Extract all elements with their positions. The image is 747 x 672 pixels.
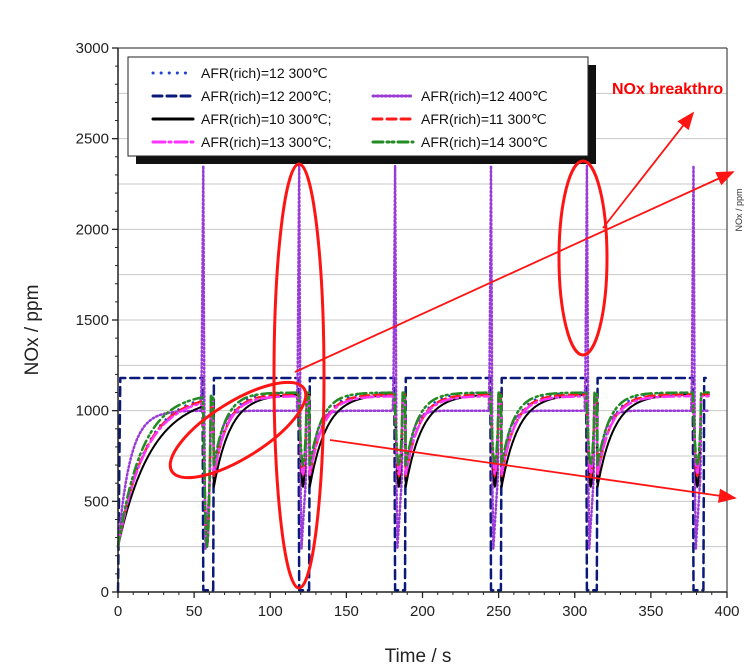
legend-label-0: AFR(rich)=12 300℃ xyxy=(201,65,328,81)
series-line-1 xyxy=(116,376,707,594)
annotation-arrow xyxy=(294,171,735,373)
highlight-ellipse xyxy=(168,380,308,480)
clipped-side-axis-label: NOx / ppm xyxy=(734,188,744,231)
legend-box xyxy=(127,56,589,157)
y-tick-label: 1000 xyxy=(76,403,109,420)
series-lines xyxy=(116,164,710,594)
legend-label-6: AFR(rich)=14 300℃ xyxy=(421,134,548,150)
highlight-ellipse xyxy=(272,162,326,590)
x-tick-label: 0 xyxy=(114,603,122,620)
legend-label-1: AFR(rich)=12 200℃; xyxy=(201,88,332,104)
legend-label-4: AFR(rich)=11 300℃ xyxy=(421,111,547,127)
x-tick-label: 150 xyxy=(334,603,359,620)
highlight-ellipse xyxy=(557,159,609,357)
y-tick-label: 2500 xyxy=(76,131,109,148)
x-tick-label: 200 xyxy=(410,603,435,620)
nox-breakthrough-annotation: NOx breakthro xyxy=(612,81,723,98)
x-tick-label: 250 xyxy=(486,603,511,620)
y-tick-label: 500 xyxy=(84,493,109,510)
legend: AFR(rich)=12 300℃ AFR(rich)=12 200℃; AFR(r… xyxy=(127,56,596,164)
x-tick-label: 300 xyxy=(562,603,587,620)
y-tick-label: 2000 xyxy=(76,221,109,238)
x-tick-label: 100 xyxy=(258,603,283,620)
legend-label-5: AFR(rich)=13 300℃; xyxy=(201,134,332,150)
series-line-3 xyxy=(117,393,710,548)
y-tick-label: 0 xyxy=(101,584,109,601)
y-tick-label: 3000 xyxy=(76,40,109,57)
legend-label-2: AFR(rich)=12 400℃ xyxy=(421,88,548,104)
y-axis-label: NOx / ppm xyxy=(22,285,43,376)
x-tick-label: 400 xyxy=(714,603,739,620)
legend-label-3: AFR(rich)=10 300℃; xyxy=(201,111,332,127)
x-axis-label: Time / s xyxy=(385,646,452,667)
x-tick-label: 50 xyxy=(186,603,203,620)
series-line-6 xyxy=(116,391,710,548)
series-line-5 xyxy=(116,394,710,548)
annotation-arrow xyxy=(602,111,695,229)
x-tick-label: 350 xyxy=(638,603,663,620)
annotations xyxy=(168,111,737,590)
annotation-arrow xyxy=(329,439,737,503)
y-tick-label: 1500 xyxy=(76,312,109,329)
